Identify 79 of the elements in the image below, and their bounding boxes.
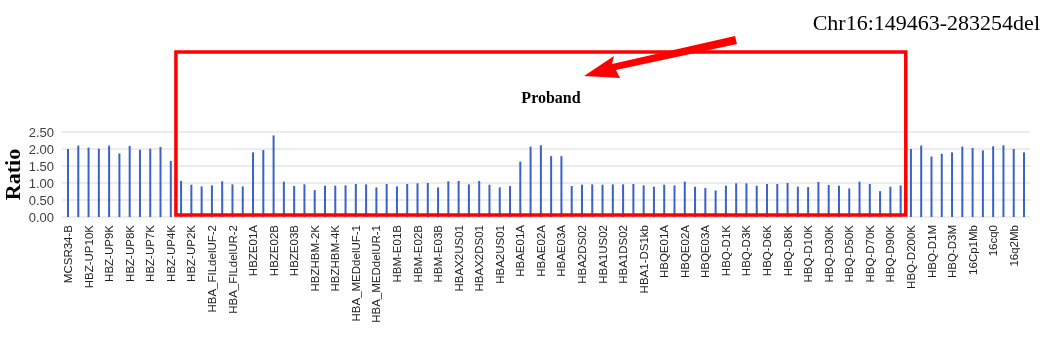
x-tick-label: HBA_MEDdelUF-1 [349, 225, 362, 322]
bar [981, 150, 984, 217]
bar [920, 145, 923, 217]
bar [138, 149, 141, 217]
bar [128, 145, 131, 217]
x-tick-label: HBZ-UP8K [123, 224, 136, 282]
bar [909, 149, 912, 217]
chart-title: Proband [521, 89, 581, 106]
x-tick-label: HBQE03A [699, 224, 712, 279]
bar [97, 148, 100, 217]
bar [1023, 152, 1025, 217]
x-tick-label: HBA_FILdelUR-2 [226, 225, 239, 314]
bar [67, 149, 69, 217]
x-tick-label: HBAX2US01 [452, 225, 465, 292]
x-tick-label: HBM-E01B [390, 224, 403, 283]
x-tick-label: HBA1-DS1kb [637, 225, 650, 294]
x-tick-label: HBM-E03B [432, 224, 445, 283]
x-tick-label: HBZHBM-4K [329, 224, 342, 292]
x-tick-label: HBZHBM-2K [308, 224, 321, 292]
text: Chr16:149463-283254del [812, 10, 1040, 35]
x-tick-label: 16Cp1Mb [966, 225, 979, 275]
x-tick-label: HBQE01A [658, 224, 671, 279]
x-tick-label: HBA2DS02 [576, 225, 588, 284]
x-tick-label: HBQ-D10K [802, 224, 815, 283]
bar [930, 156, 933, 217]
x-tick-label: HBQ-D70K [863, 224, 876, 283]
x-tick-label: HBQ-D50K [843, 224, 856, 283]
x-tick-label: HBZ-UP4K [164, 224, 177, 282]
x-tick-label: HBQ-D8K [781, 224, 794, 277]
x-tick-label: HBQ-D1M [925, 225, 938, 279]
x-tick-label: HBA1DS02 [617, 225, 630, 284]
x-tick-label: HBQ-D200K [904, 224, 917, 289]
x-tick-label: HBQ-D90K [884, 224, 897, 283]
x-tick-label: HBA_MEDdelUR-1 [370, 225, 383, 323]
bar [971, 147, 974, 217]
x-tick-label: HBQ-D6K [761, 224, 774, 277]
bar [1012, 149, 1015, 217]
x-tick-label: HBZ-UP7K [144, 224, 157, 282]
bar [118, 153, 121, 217]
y-tick-label: 0.00 [28, 209, 54, 225]
y-tick-label: 0.50 [28, 192, 54, 208]
x-tick-label: HBZ-UP10K [82, 224, 95, 289]
bar [169, 160, 172, 217]
x-tick-label: HBA_FILdelUF-2 [205, 225, 218, 313]
bar [87, 147, 90, 217]
bar [961, 146, 964, 217]
y-tick-label: 1.00 [28, 175, 54, 191]
x-tick-label: HBZE02B [267, 224, 280, 277]
bar [951, 152, 954, 217]
bar [77, 145, 80, 217]
x-tick-label: HBQ-D30K [822, 224, 835, 283]
x-tick-label: 16q2Mb [1007, 225, 1020, 267]
y-tick-label: 2.50 [28, 124, 54, 140]
x-tick-label: HBZ-UP2K [185, 224, 198, 282]
x-tick-label: HBQE02A [678, 224, 691, 279]
x-tick-label: 16cq0 [987, 225, 1000, 257]
y-tick-label: 1.50 [28, 158, 54, 174]
x-tick-label: HBQ-D3M [946, 225, 959, 279]
x-tick-label: MCSR34-B [62, 224, 75, 284]
x-tick-label: HBAE01A [514, 224, 527, 277]
bar [108, 145, 111, 217]
y-axis-title: Ratio [0, 148, 25, 201]
x-tick-label: HBZE03B [288, 224, 301, 277]
x-tick-label: HBA2US01 [493, 225, 506, 284]
x-tick-label: HBZE01A [247, 224, 260, 277]
x-tick-label: HBAX2DS01 [473, 225, 486, 292]
bar [159, 146, 162, 217]
x-tick-label: HBM-E02B [411, 224, 424, 283]
x-tick-label: HBAE02A [534, 224, 547, 277]
bar [149, 148, 152, 217]
bar [940, 153, 943, 217]
bar [1002, 145, 1005, 217]
bar [992, 146, 995, 217]
x-tick-label: HBAE03A [555, 224, 568, 277]
x-tick-label: HBA1US02 [596, 225, 609, 284]
x-tick-label: HBQ-D1K [719, 224, 732, 277]
y-tick-label: 2.00 [28, 141, 54, 157]
x-tick-label: HBZ-UP9K [103, 224, 116, 282]
x-tick-label: HBQ-D3K [740, 224, 753, 277]
